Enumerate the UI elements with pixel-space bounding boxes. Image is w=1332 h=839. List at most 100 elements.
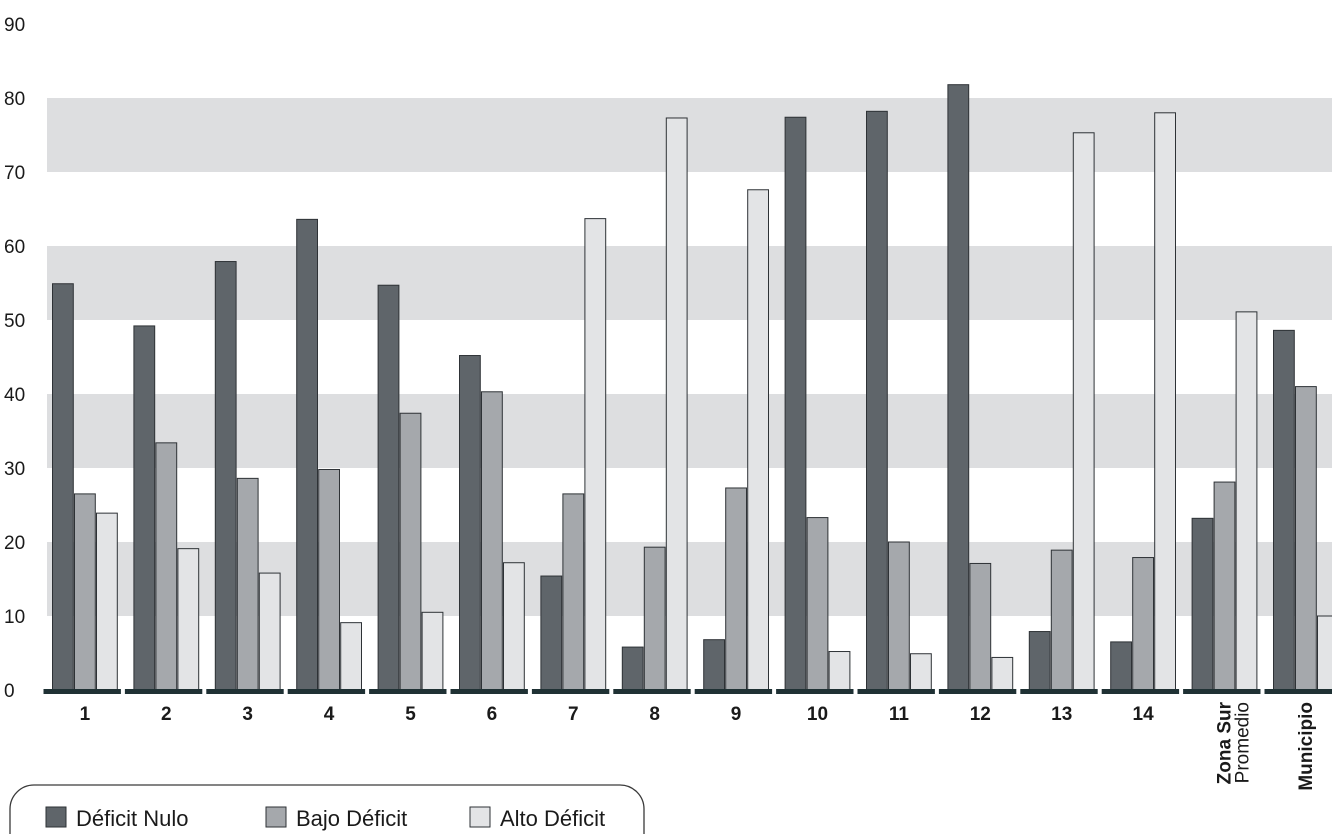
grid-band <box>47 394 1332 468</box>
baseline-segment <box>858 689 935 694</box>
alto-deficit-bar <box>341 623 362 690</box>
bajo-deficit-swatch <box>266 807 286 827</box>
baseline-segments <box>44 689 1332 694</box>
x-tick-label: Municipio <box>1296 702 1317 791</box>
alto-deficit-bar <box>1073 133 1094 690</box>
deficit-nulo-bar <box>1274 330 1295 690</box>
baseline-segment <box>776 689 853 694</box>
x-tick-label: 14 <box>1133 704 1155 725</box>
deficit-nulo-bar <box>378 285 399 690</box>
y-tick-label: 10 <box>4 607 25 628</box>
baseline-segment <box>939 689 1016 694</box>
x-tick-label: 13 <box>1051 704 1072 725</box>
baseline-segment <box>44 689 121 694</box>
alto-deficit-bar <box>1155 113 1176 690</box>
bajo-deficit-bar <box>889 542 910 690</box>
baseline-segment <box>288 689 365 694</box>
baseline-segment <box>206 689 283 694</box>
x-tick-label: 3 <box>242 704 253 725</box>
alto-deficit-bar <box>259 573 280 690</box>
x-tick-label: 10 <box>807 704 828 725</box>
bajo-deficit-bar <box>75 494 96 690</box>
deficit-nulo-bar <box>704 640 725 690</box>
bajo-deficit-bar <box>1296 387 1317 690</box>
bajo-deficit-bar <box>1133 558 1154 690</box>
alto-deficit-bar <box>1318 616 1332 690</box>
baseline-segment <box>1020 689 1097 694</box>
alto-deficit-bar <box>1236 312 1257 690</box>
baseline-segment <box>369 689 446 694</box>
deficit-nulo-swatch <box>46 807 66 827</box>
x-tick-label: 2 <box>161 704 172 725</box>
bajo-deficit-bar <box>156 443 177 690</box>
legend: Déficit Nulo Bajo Déficit Alto Déficit <box>10 785 644 834</box>
alto-deficit-bar <box>829 652 850 690</box>
deficit-nulo-bar <box>53 284 74 690</box>
alto-deficit-bar <box>422 612 443 690</box>
alto-deficit-bar <box>992 657 1013 690</box>
baseline-segment <box>1265 689 1332 694</box>
alto-deficit-bar <box>666 118 687 690</box>
y-tick-label: 40 <box>4 385 25 406</box>
deficit-nulo-bar <box>785 117 806 690</box>
bajo-deficit-bar <box>807 518 828 690</box>
bajo-deficit-bar <box>400 413 421 690</box>
y-tick-label: 90 <box>4 15 25 36</box>
baseline-segment <box>1102 689 1179 694</box>
x-tick-label: 11 <box>889 704 910 725</box>
deficit-nulo-bar <box>460 356 481 690</box>
x-tick-label: 4 <box>324 704 335 725</box>
x-tick-label: 6 <box>487 704 498 725</box>
bajo-deficit-bar <box>970 563 991 690</box>
bajo-deficit-bar <box>482 392 503 690</box>
baseline-segment <box>1183 689 1260 694</box>
y-tick-label: 60 <box>4 237 25 258</box>
y-tick-label: 80 <box>4 89 25 110</box>
y-tick-label: 70 <box>4 163 25 184</box>
bajo-deficit-bar <box>563 494 584 690</box>
alto-deficit-bar <box>911 654 932 690</box>
deficit-nulo-bar <box>134 326 155 690</box>
y-tick-label: 20 <box>4 533 25 554</box>
deficit-nulo-bar <box>215 262 236 690</box>
bajo-deficit-bar <box>237 478 258 690</box>
y-axis-ticks: 0 10 20 30 40 50 60 70 80 90 <box>4 15 25 702</box>
x-tick-sublabel: Promedio <box>1233 702 1254 783</box>
bajo-deficit-bar <box>1214 482 1235 690</box>
alto-deficit-bar <box>748 190 769 690</box>
alto-deficit-bar <box>97 513 118 690</box>
alto-deficit-bar <box>178 549 199 690</box>
deficit-nulo-bar <box>541 576 562 690</box>
deficit-nulo-bar <box>1192 518 1213 690</box>
alto-deficit-label: Alto Déficit <box>500 806 605 831</box>
deficit-nulo-bar <box>948 85 969 690</box>
alto-deficit-swatch <box>470 807 490 827</box>
deficit-nulo-bar <box>1111 642 1132 690</box>
deficit-nulo-bar <box>622 647 643 690</box>
bajo-deficit-bar <box>319 469 340 690</box>
x-tick-label: 12 <box>970 704 991 725</box>
grid-band <box>47 98 1332 172</box>
y-tick-label: 30 <box>4 459 25 480</box>
x-tick-label: 8 <box>649 704 660 725</box>
deficit-nulo-label: Déficit Nulo <box>76 806 188 831</box>
deficit-nulo-bar <box>867 111 888 690</box>
x-tick-label: 1 <box>80 704 91 725</box>
bajo-deficit-bar <box>644 547 665 690</box>
y-tick-label: 0 <box>4 681 15 702</box>
bajo-deficit-label: Bajo Déficit <box>296 806 407 831</box>
baseline-segment <box>613 689 690 694</box>
x-tick-label: 9 <box>731 704 742 725</box>
baseline-segment <box>451 689 528 694</box>
baseline-segment <box>532 689 609 694</box>
baseline-segment <box>125 689 202 694</box>
deficit-nulo-bar <box>1029 632 1050 690</box>
x-tick-label: 5 <box>405 704 416 725</box>
y-tick-label: 50 <box>4 311 25 332</box>
x-tick-label-rotated: Municipio <box>1296 702 1317 791</box>
baseline-segment <box>695 689 772 694</box>
alto-deficit-bar <box>504 563 525 690</box>
